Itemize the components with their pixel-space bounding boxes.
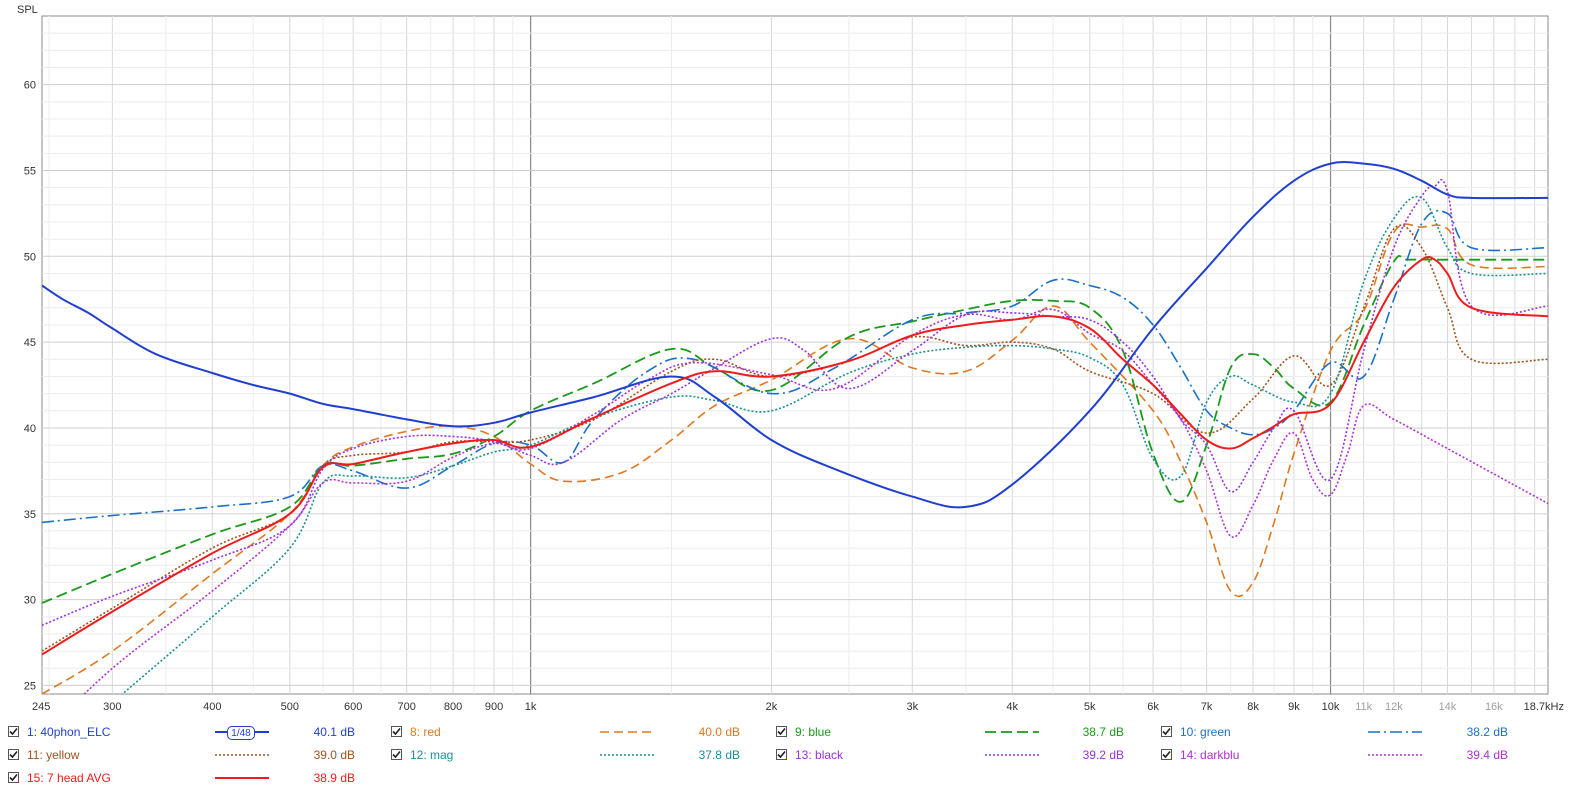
- legend-value: 40.0 dB: [698, 725, 740, 739]
- legend-value: 38.7 dB: [1082, 725, 1124, 739]
- checkmark-icon: [9, 773, 18, 782]
- x-tick-label: 900: [485, 701, 503, 713]
- x-tick-label: 10k: [1322, 701, 1340, 713]
- legend-line-sample: [600, 754, 654, 756]
- legend-value: 38.2 dB: [1466, 725, 1508, 739]
- plot-area: [41, 15, 1549, 695]
- legend-value: 40.1 dB: [313, 725, 355, 739]
- legend: 1: 40phon_ELC 1/48 40.1 dB 8: red 40.0 dB 9: …: [0, 720, 1592, 804]
- x-tick-label: 7k: [1201, 701, 1213, 713]
- checkmark-icon: [777, 750, 786, 759]
- x-tick-label: 11k: [1355, 701, 1372, 713]
- legend-item: 1: 40phon_ELC 1/48 40.1 dB: [0, 723, 1592, 741]
- legend-line-sample: [215, 754, 269, 756]
- legend-name: 10: green: [1180, 725, 1231, 739]
- legend-item: 13: black 39.2 dB: [0, 746, 1592, 764]
- legend-checkbox[interactable]: [8, 772, 19, 783]
- legend-item: 15: 7 head AVG 38.9 dB: [0, 769, 1592, 787]
- frequency-response-chart: SPL 245 300 400 500 600 700 800 900 1k 2k 3k 4k 5k 6k…: [17, 4, 1564, 713]
- legend-line-sample: [600, 731, 654, 733]
- legend-name: 8: red: [410, 725, 441, 739]
- checkmark-icon: [392, 727, 401, 736]
- legend-item: 12: mag 37.8 dB: [0, 746, 1592, 764]
- y-tick-label: 35: [24, 509, 36, 521]
- checkmark-icon: [1162, 727, 1171, 736]
- y-tick-label: 55: [24, 165, 36, 177]
- legend-checkbox[interactable]: [776, 749, 787, 760]
- smoothing-badge[interactable]: 1/48: [227, 726, 255, 740]
- legend-item: 14: darkblu 39.4 dB: [0, 746, 1592, 764]
- legend-value: 39.0 dB: [313, 748, 355, 762]
- legend-name: 11: yellow: [27, 748, 80, 762]
- legend-line-sample: [1368, 754, 1422, 756]
- x-tick-label: 500: [281, 701, 299, 713]
- legend-line-sample: [985, 731, 1039, 733]
- legend-checkbox[interactable]: [391, 749, 402, 760]
- y-axis-label: SPL: [17, 4, 38, 16]
- legend-name: 14: darkblu: [1180, 748, 1240, 762]
- x-tick-label: 5k: [1084, 701, 1096, 713]
- legend-line-sample: [215, 777, 269, 779]
- legend-checkbox[interactable]: [1161, 749, 1172, 760]
- x-tick-label: 600: [344, 701, 362, 713]
- y-tick-label: 30: [24, 595, 36, 607]
- legend-name: 1: 40phon_ELC: [27, 725, 111, 739]
- legend-value: 37.8 dB: [698, 748, 740, 762]
- legend-value: 39.4 dB: [1466, 748, 1508, 762]
- legend-name: 15: 7 head AVG: [27, 771, 111, 785]
- x-tick-label: 400: [203, 701, 221, 713]
- legend-line-sample: [1368, 731, 1422, 733]
- x-tick-label: 16k: [1485, 701, 1503, 713]
- legend-name: 12: mag: [410, 748, 454, 762]
- checkmark-icon: [392, 750, 401, 759]
- x-tick-label: 300: [103, 701, 121, 713]
- series-line-5: [42, 224, 1548, 652]
- x-tick-label: 12k: [1385, 701, 1403, 713]
- legend-checkbox[interactable]: [391, 726, 402, 737]
- x-tick-label: 6k: [1147, 701, 1159, 713]
- checkmark-icon: [777, 727, 786, 736]
- legend-name: 9: blue: [795, 725, 832, 739]
- x-tick-label: 2k: [766, 701, 778, 713]
- legend-item: 11: yellow 39.0 dB: [0, 746, 1592, 764]
- x-tick-label: 9k: [1288, 701, 1300, 713]
- legend-item: 9: blue 38.7 dB: [0, 723, 1592, 741]
- series-line-1: [42, 161, 1548, 509]
- x-tick-label: 1k: [525, 701, 537, 713]
- series-line-9: [42, 255, 1548, 656]
- y-tick-label: 50: [24, 251, 36, 263]
- x-tick-label: 800: [444, 701, 462, 713]
- legend-line-sample: [985, 754, 1039, 756]
- series-line-6: [121, 195, 1548, 694]
- checkmark-icon: [9, 750, 18, 759]
- x-tick-label: 700: [398, 701, 416, 713]
- x-tick-label: 4k: [1006, 701, 1018, 713]
- legend-name: 13: black: [795, 748, 844, 762]
- y-tick-label: 40: [24, 423, 36, 435]
- x-tick-label: 8k: [1247, 701, 1259, 713]
- legend-value: 38.9 dB: [313, 771, 355, 785]
- y-tick-label: 45: [24, 337, 36, 349]
- legend-item: 10: green 38.2 dB: [0, 723, 1592, 741]
- legend-checkbox[interactable]: [8, 749, 19, 760]
- checkmark-icon: [9, 727, 18, 736]
- y-tick-label: 60: [24, 80, 36, 92]
- x-tick-label: 14k: [1439, 701, 1457, 713]
- legend-checkbox[interactable]: [8, 726, 19, 737]
- legend-checkbox[interactable]: [776, 726, 787, 737]
- x-tick-label: 3k: [906, 701, 918, 713]
- legend-checkbox[interactable]: [1161, 726, 1172, 737]
- x-tick-label: 245: [32, 701, 50, 713]
- checkmark-icon: [1162, 750, 1171, 759]
- series-line-2: [42, 223, 1548, 694]
- y-tick-label: 25: [24, 680, 36, 692]
- x-tick-label: 18.7kHz: [1524, 701, 1564, 713]
- legend-value: 39.2 dB: [1082, 748, 1124, 762]
- legend-item: 8: red 40.0 dB: [0, 723, 1592, 741]
- series-line-8: [83, 308, 1548, 694]
